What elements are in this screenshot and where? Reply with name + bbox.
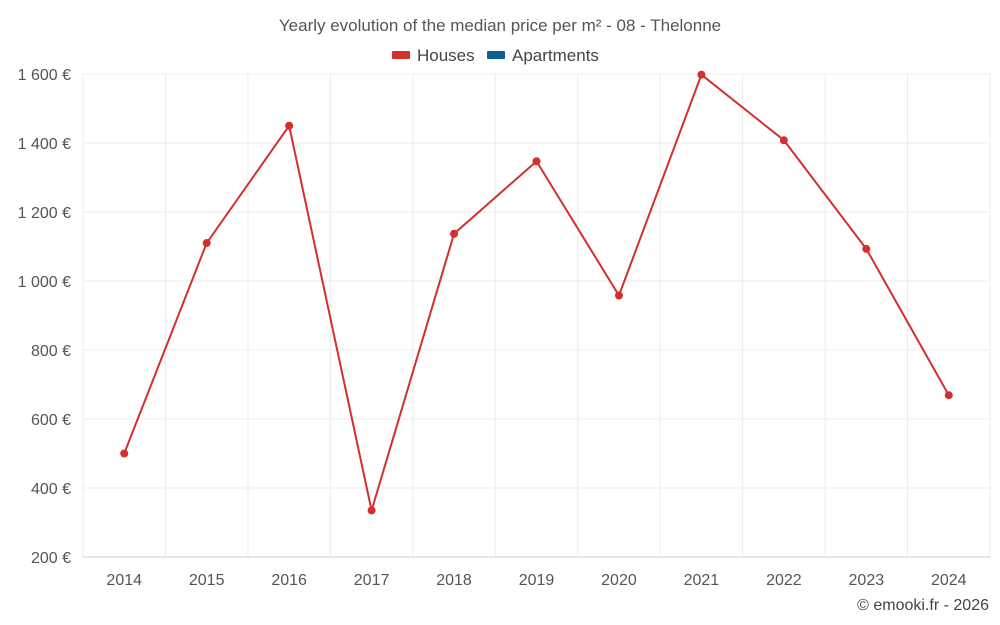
credit: © emooki.fr - 2026 <box>857 597 989 614</box>
data-point-houses-2019[interactable] <box>532 157 541 166</box>
x-tick-label: 2015 <box>189 572 225 589</box>
data-point-houses-2022[interactable] <box>779 136 788 145</box>
data-point-houses-2015[interactable] <box>202 239 211 248</box>
chart-title: Yearly evolution of the median price per… <box>279 16 721 35</box>
x-tick-label: 2016 <box>271 572 307 589</box>
legend-item-apartments[interactable]: Apartments <box>487 46 599 65</box>
x-tick-label: 2017 <box>354 572 390 589</box>
data-point-houses-2016[interactable] <box>285 121 294 130</box>
y-tick-label: 200 € <box>31 550 71 567</box>
data-point-houses-2021[interactable] <box>697 70 706 79</box>
data-point-houses-2017[interactable] <box>367 506 376 515</box>
y-tick-label: 1 600 € <box>18 67 71 84</box>
x-tick-label: 2024 <box>931 572 967 589</box>
data-point-houses-2020[interactable] <box>614 291 623 300</box>
y-axis: 200 € 400 € 600 € 800 € 1 000 € 1 200 € 1 400 … <box>18 67 71 567</box>
gridlines <box>82 73 991 557</box>
plot-area <box>120 70 953 515</box>
data-point-houses-2024[interactable] <box>944 391 953 400</box>
x-tick-label: 2018 <box>436 572 472 589</box>
x-tick-label: 2014 <box>106 572 142 589</box>
legend-label-apartments: Apartments <box>512 46 599 65</box>
legend: Houses Apartments <box>392 46 599 65</box>
data-point-houses-2014[interactable] <box>120 449 129 458</box>
x-tick-label: 2022 <box>766 572 802 589</box>
legend-swatch-houses <box>392 51 410 59</box>
legend-swatch-apartments <box>487 51 505 59</box>
y-tick-label: 1 400 € <box>18 136 71 153</box>
data-point-houses-2023[interactable] <box>862 244 871 253</box>
legend-item-houses[interactable]: Houses <box>392 46 475 65</box>
y-tick-label: 400 € <box>31 481 71 498</box>
y-tick-label: 800 € <box>31 343 71 360</box>
y-tick-label: 600 € <box>31 412 71 429</box>
y-tick-label: 1 200 € <box>18 205 71 222</box>
x-axis: 2014 2015 2016 2017 2018 2019 2020 2021 2022 2023… <box>83 556 990 589</box>
x-tick-label: 2023 <box>849 572 885 589</box>
legend-label-houses: Houses <box>417 46 475 65</box>
x-tick-label: 2020 <box>601 572 637 589</box>
y-tick-label: 1 000 € <box>18 274 71 291</box>
x-tick-label: 2021 <box>684 572 720 589</box>
data-point-houses-2018[interactable] <box>450 229 459 238</box>
x-tick-label: 2019 <box>519 572 555 589</box>
